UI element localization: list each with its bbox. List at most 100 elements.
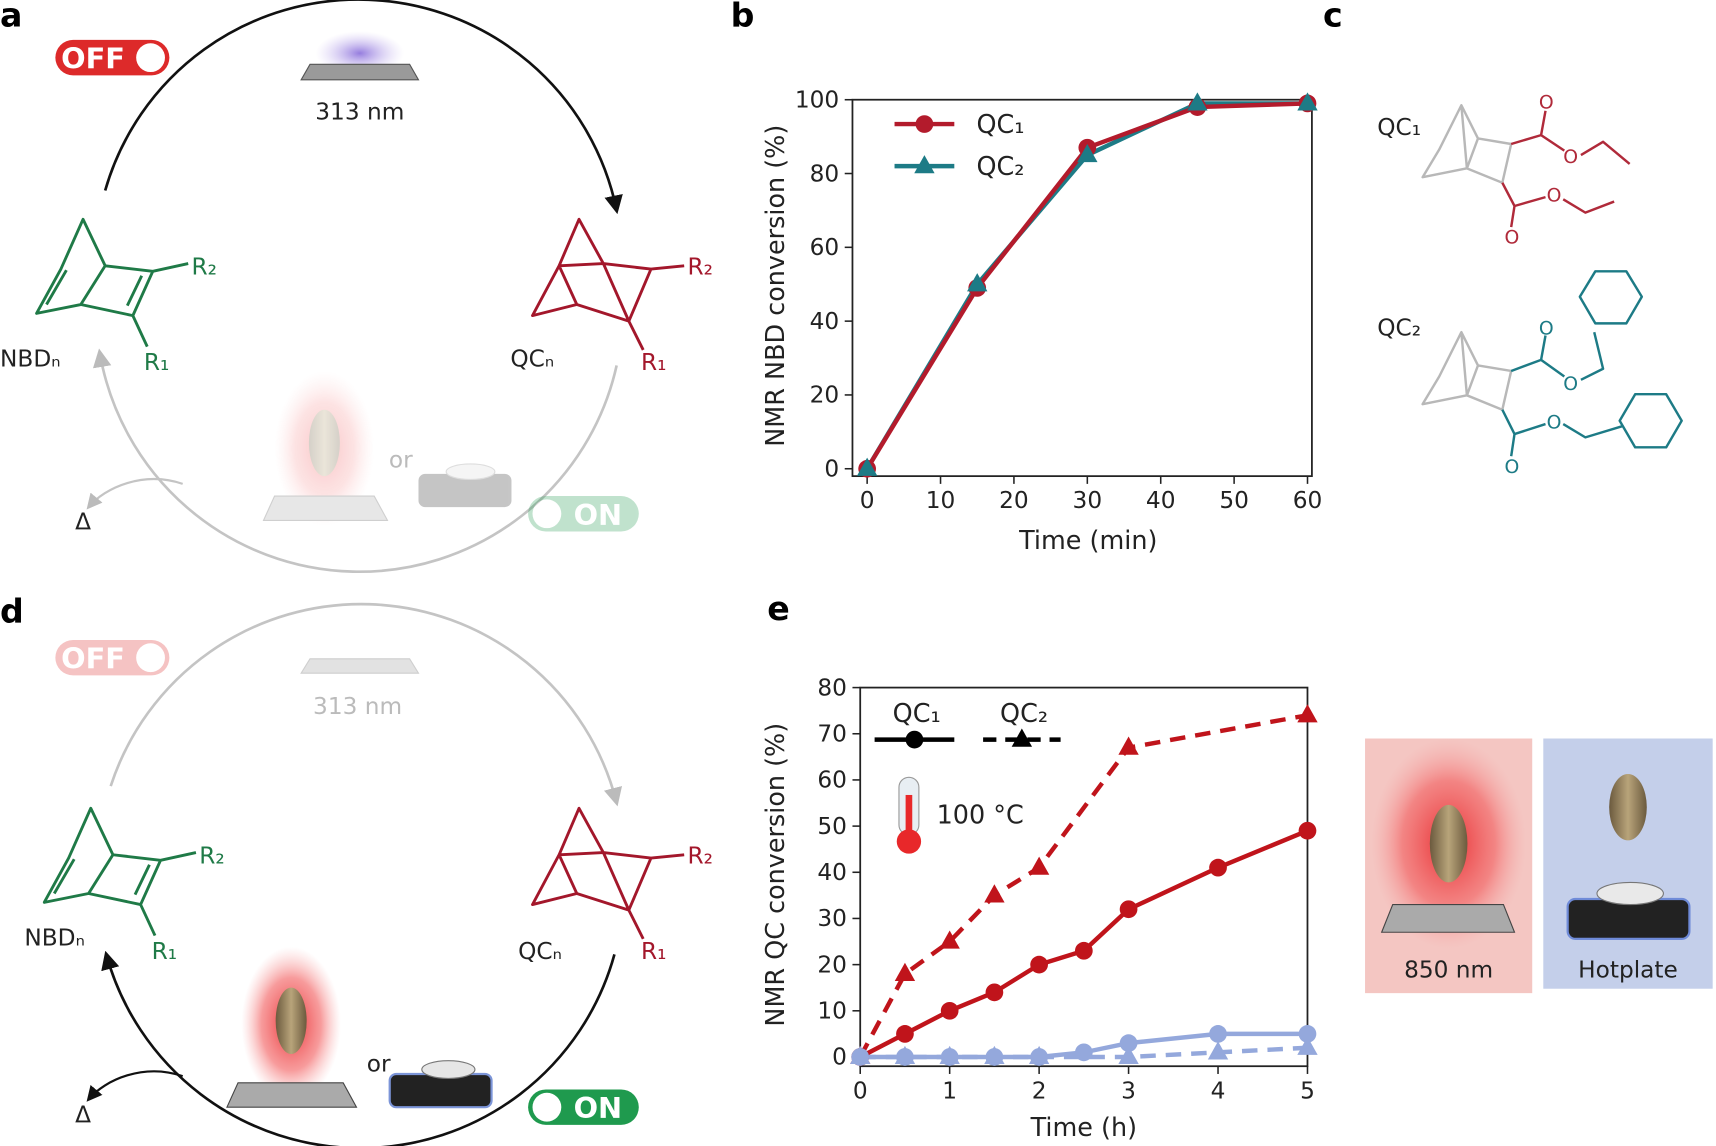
marker [1119, 1034, 1138, 1052]
y-tick-label: 10 [817, 998, 847, 1025]
y-tick-label: 0 [832, 1044, 847, 1071]
substituent: R₂ [688, 254, 713, 281]
wavelength: 313 nm [313, 693, 402, 720]
atom: O [1539, 93, 1554, 114]
substituent: R₁ [152, 938, 177, 965]
x-tick-label: 40 [1146, 487, 1176, 514]
marker [939, 1045, 960, 1065]
marker [1207, 1041, 1229, 1060]
marker [984, 1045, 1005, 1065]
panel-label: e [767, 589, 790, 628]
x-tick-label: 50 [1219, 487, 1249, 514]
y-tick-label: 0 [824, 455, 839, 482]
marker [967, 273, 988, 292]
heat: Δ [75, 1102, 91, 1129]
x-tick-label: 30 [1073, 487, 1103, 514]
reactant-label: NBDₙ [24, 925, 84, 952]
atom: O [1539, 318, 1554, 339]
marker [894, 962, 916, 981]
switch-knob [532, 1092, 562, 1122]
substituent: R₁ [641, 349, 666, 376]
marker [1118, 1045, 1139, 1065]
substituent: R₁ [641, 938, 666, 965]
switch-label: ON [574, 1091, 623, 1125]
wavelength: 313 nm [315, 99, 404, 126]
arrow [86, 478, 184, 510]
marker [1074, 1043, 1093, 1062]
plot-frame [859, 686, 1309, 1068]
marker [1297, 92, 1318, 111]
marker [1030, 955, 1048, 974]
x-tick-label: 0 [860, 487, 875, 514]
switch-on: ON [528, 496, 639, 532]
panel-label: d [0, 591, 24, 630]
y-tick-label: 30 [817, 905, 847, 932]
x-tick-label: 3 [1121, 1077, 1136, 1104]
plot-frame [851, 98, 1313, 478]
substituent: R₂ [688, 843, 713, 870]
lamp [300, 63, 420, 81]
marker [850, 1045, 871, 1065]
substituent: R₂ [192, 254, 217, 281]
marker [1298, 821, 1317, 840]
ring [1578, 270, 1644, 325]
scheme-a: OFF 313 nm R₂ R₁ NBDₙ R₂ R₁ QCₙ or Δ [0, 0, 713, 573]
x-axis-label: Time (min) [1018, 526, 1157, 556]
nbd-structure: R₂ R₁ NBDₙ [0, 217, 217, 376]
y-axis-label: NMR QC conversion (%) [761, 723, 791, 1027]
x-tick-label: 20 [999, 487, 1029, 514]
marker [1077, 144, 1098, 163]
panel-label: b [731, 0, 755, 35]
arrow [86, 1070, 184, 1102]
nbd-structure: R₂ R₁ NBDₙ [24, 806, 225, 965]
annotation: 100 °C [937, 801, 1024, 831]
marker [1209, 1025, 1227, 1043]
thermometer [896, 776, 922, 854]
scheme-d: OFF 313 nm R₂ R₁ NBDₙ R₂ R₁ QCₙ or Δ ON [24, 602, 713, 1146]
x-tick-label: 1 [942, 1077, 957, 1104]
marker [1298, 1025, 1317, 1043]
lamp [300, 658, 420, 674]
arrow [109, 602, 622, 807]
substituent: R₁ [144, 349, 169, 376]
x-tick-label: 60 [1293, 487, 1323, 514]
arrow [101, 950, 616, 1146]
panel-label: a [0, 0, 22, 35]
switch-off: OFF [55, 639, 170, 676]
product-label: QCₙ [510, 346, 554, 373]
triggers [262, 370, 512, 526]
y-tick-label: 40 [817, 859, 847, 886]
laser [1380, 904, 1516, 933]
y-axis-label: NMR NBD conversion (%) [761, 125, 791, 447]
marker [1011, 728, 1033, 747]
marker [1297, 704, 1318, 723]
y-tick-label: 70 [817, 721, 847, 748]
legend-label: QC₁ [893, 699, 941, 729]
atom: O [1547, 413, 1562, 434]
x-tick-label: 4 [1211, 1077, 1226, 1104]
marker [940, 1001, 959, 1020]
y-tick-label: 80 [817, 674, 847, 701]
marker [896, 1025, 914, 1043]
atom: O [1547, 186, 1562, 207]
or: or [389, 446, 413, 473]
structures: QC₁ O O O O QC₂ O O O O [1377, 93, 1683, 478]
marker [1119, 900, 1138, 919]
marker [914, 155, 935, 174]
arrow [92, 348, 618, 573]
marker [1074, 941, 1093, 960]
series-line [858, 713, 1308, 1059]
atom: O [1505, 457, 1520, 478]
panel-label: c [1323, 0, 1343, 35]
marker [1297, 1036, 1318, 1055]
y-tick-label: 60 [817, 767, 847, 794]
marker [1209, 858, 1227, 877]
marker [1028, 856, 1050, 875]
marker [905, 730, 924, 749]
y-tick-label: 40 [810, 308, 840, 335]
heat: Δ [75, 508, 91, 535]
marker [985, 983, 1004, 1002]
structure-label: QC₁ [1377, 114, 1421, 141]
legend-label: QC₂ [1000, 699, 1048, 729]
